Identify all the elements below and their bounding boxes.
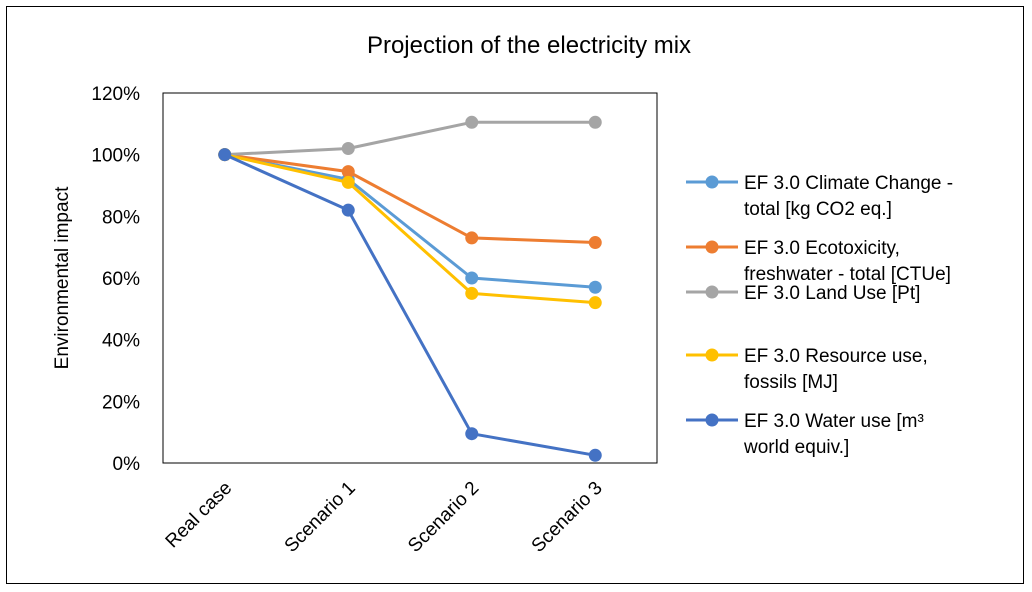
data-point bbox=[341, 142, 355, 155]
series-3 bbox=[218, 115, 602, 162]
legend-item: EF 3.0 Resource use, fossils [MJ] bbox=[686, 346, 928, 393]
series-5 bbox=[218, 148, 602, 462]
legend-label: EF 3.0 Ecotoxicity, bbox=[744, 238, 900, 259]
plot-area bbox=[162, 92, 658, 464]
legend-label: freshwater - total [CTUe] bbox=[744, 264, 951, 285]
y-tick-label: 60% bbox=[102, 269, 140, 290]
legend-marker bbox=[705, 175, 719, 189]
x-tick-label: Scenario 2 bbox=[404, 478, 483, 557]
series-2 bbox=[218, 148, 602, 250]
data-point bbox=[588, 280, 602, 294]
legend-label: EF 3.0 Climate Change - bbox=[744, 173, 953, 194]
legend-item: EF 3.0 Water use [m³ world equiv.] bbox=[686, 411, 924, 458]
legend-item: EF 3.0 Land Use [Pt] bbox=[686, 283, 920, 304]
series-line bbox=[223, 120, 597, 157]
data-point bbox=[588, 448, 602, 462]
legend-label: fossils [MJ] bbox=[744, 372, 838, 393]
series-1 bbox=[218, 148, 602, 294]
y-tick-label: 80% bbox=[102, 207, 140, 228]
legend: EF 3.0 Climate Change - total [kg CO2 eq.… bbox=[686, 173, 953, 458]
data-point bbox=[341, 165, 355, 179]
data-point bbox=[218, 148, 232, 162]
data-point bbox=[588, 296, 602, 310]
chart-title: Projection of the electricity mix bbox=[367, 32, 691, 59]
data-point bbox=[588, 115, 602, 129]
legend-marker bbox=[705, 285, 719, 299]
data-point bbox=[465, 231, 479, 245]
legend-label: EF 3.0 Land Use [Pt] bbox=[744, 283, 920, 304]
legend-item: EF 3.0 Climate Change - total [kg CO2 eq.… bbox=[686, 173, 953, 220]
chart-frame bbox=[6, 6, 1024, 584]
data-point bbox=[465, 271, 479, 285]
data-point bbox=[465, 427, 479, 441]
legend-marker bbox=[705, 348, 719, 362]
legend-label: world equiv.] bbox=[743, 437, 849, 458]
legend-item: EF 3.0 Ecotoxicity, freshwater - total [C… bbox=[686, 238, 951, 285]
x-tick-label: Scenario 3 bbox=[528, 478, 607, 557]
data-point bbox=[465, 286, 479, 300]
series-line bbox=[223, 153, 597, 245]
y-tick-label: 40% bbox=[102, 331, 140, 352]
x-axis-ticks: Real case Scenario 1 Scenario 2 Scenario 3 bbox=[162, 478, 607, 557]
legend-label: EF 3.0 Resource use, bbox=[744, 346, 928, 367]
legend-label: EF 3.0 Water use [m³ bbox=[744, 411, 924, 432]
data-point bbox=[465, 115, 479, 129]
series-line bbox=[223, 153, 597, 289]
y-axis-ticks: 0% 20% 40% 60% 80% 100% 120% bbox=[91, 84, 140, 475]
legend-label: total [kg CO2 eq.] bbox=[744, 199, 892, 220]
data-point bbox=[588, 236, 602, 250]
data-point bbox=[341, 203, 355, 217]
x-tick-label: Real case bbox=[162, 478, 237, 553]
y-tick-label: 100% bbox=[91, 146, 140, 167]
legend-marker bbox=[705, 240, 719, 254]
series-line bbox=[223, 153, 597, 457]
series-line bbox=[223, 153, 597, 305]
legend-marker bbox=[705, 413, 719, 427]
data-point bbox=[341, 175, 355, 189]
y-axis-title: Environmental impact bbox=[52, 186, 73, 369]
y-tick-label: 0% bbox=[113, 454, 141, 475]
y-tick-label: 20% bbox=[102, 392, 140, 413]
series-group bbox=[218, 115, 602, 462]
x-tick-label: Scenario 1 bbox=[281, 478, 360, 557]
y-tick-label: 120% bbox=[91, 84, 140, 105]
